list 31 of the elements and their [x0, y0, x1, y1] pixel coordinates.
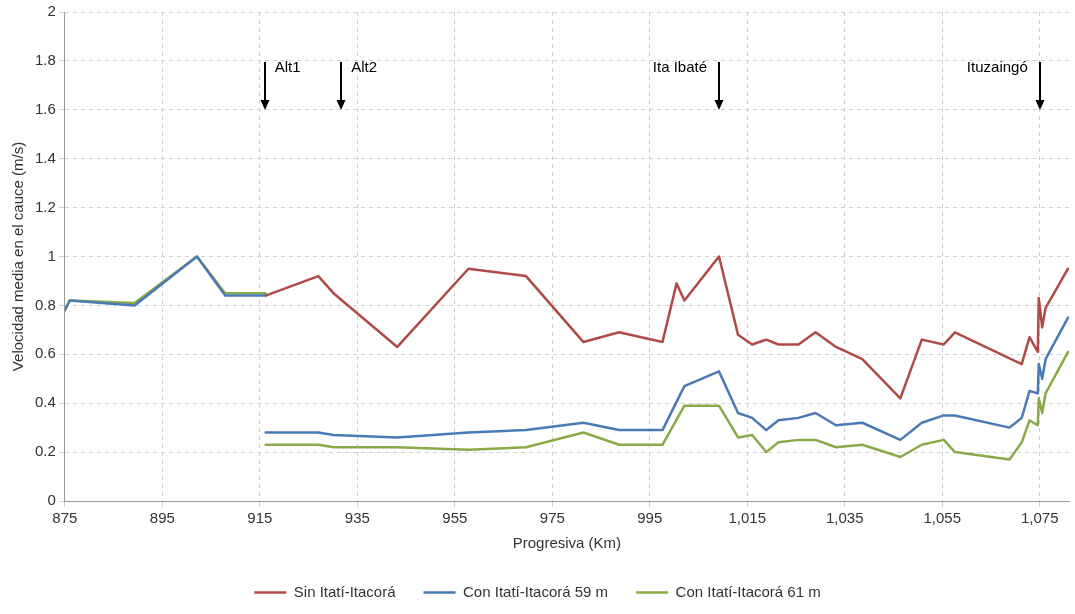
y-tick-label: 1.2 — [34, 197, 56, 215]
y-axis-title: Velocidad media en el cauce (m/s) — [9, 141, 27, 372]
legend-label: Sin Itatí-Itacorá — [293, 582, 397, 600]
x-tick-label: 995 — [637, 509, 663, 527]
y-tick-label: 0.8 — [34, 295, 56, 313]
y-tick-label: 1.8 — [34, 51, 56, 69]
x-tick-label: 1,055 — [923, 509, 962, 527]
y-tick-label: 0.2 — [34, 442, 56, 460]
ref-line-label: Alt2 — [351, 57, 378, 75]
x-tick-label: 1,015 — [728, 509, 767, 527]
legend-label: Con Itatí-Itacorá 59 m — [463, 582, 609, 600]
ref-line-label: Ituzaingó — [966, 57, 1028, 75]
y-tick-label: 2 — [47, 2, 56, 20]
x-tick-label: 955 — [442, 509, 468, 527]
y-tick-label: 0 — [47, 491, 56, 509]
x-tick-label: 915 — [247, 509, 273, 527]
x-tick-label: 875 — [52, 509, 78, 527]
y-tick-label: 0.4 — [34, 393, 56, 411]
x-axis-title: Progresiva (Km) — [512, 534, 622, 552]
x-tick-label: 1,075 — [1020, 509, 1059, 527]
y-tick-label: 1.6 — [34, 99, 56, 117]
y-tick-label: 1 — [47, 246, 56, 264]
y-tick-label: 1.4 — [34, 148, 56, 166]
legend-label: Con Itatí-Itacorá 61 m — [675, 582, 821, 600]
ref-line-label: Ita Ibaté — [652, 57, 708, 75]
ref-line-label: Alt1 — [274, 57, 301, 75]
x-tick-label: 1,035 — [826, 509, 864, 527]
y-tick-label: 0.6 — [34, 344, 56, 362]
x-tick-label: 935 — [344, 509, 370, 527]
x-tick-label: 975 — [539, 509, 565, 527]
x-tick-label: 895 — [149, 509, 175, 527]
